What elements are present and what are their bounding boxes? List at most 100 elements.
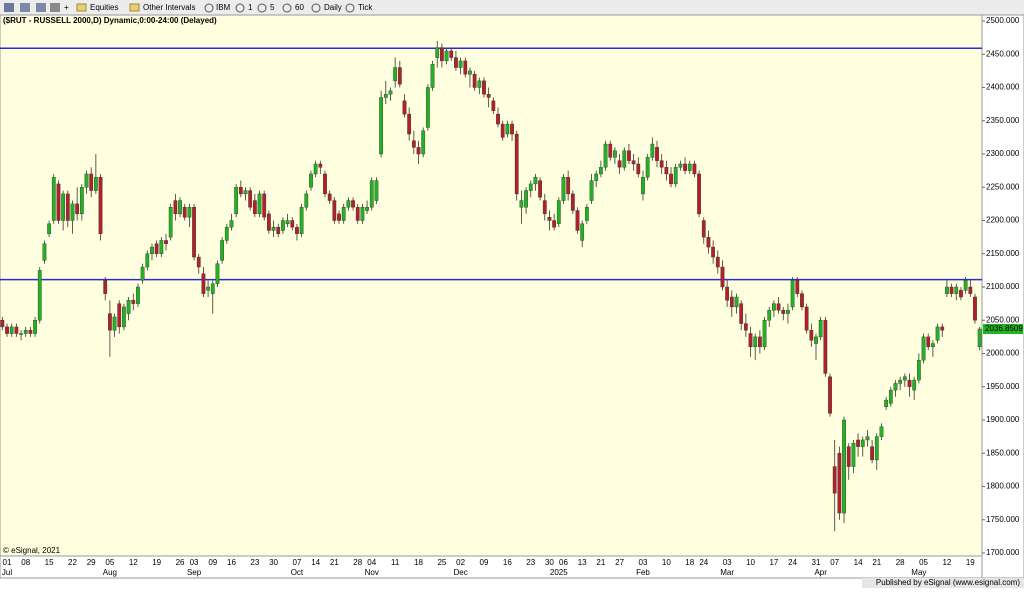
x-tick-label: 27 <box>615 558 624 567</box>
candle-body <box>496 113 500 125</box>
x-tick-label: 10 <box>746 558 755 567</box>
clock-icon[interactable] <box>345 3 355 13</box>
candle-body <box>182 206 187 218</box>
toolbar-item[interactable]: Other Intervals <box>143 3 195 12</box>
candle-body <box>117 303 122 328</box>
candle-body <box>416 147 421 155</box>
candle-body <box>837 453 842 514</box>
candle-body <box>454 57 458 68</box>
toolbar-item[interactable]: Equities <box>90 3 118 12</box>
candle-body <box>641 177 645 195</box>
candle-body <box>711 246 716 258</box>
candle-body <box>168 206 173 238</box>
candle-body <box>800 293 804 308</box>
x-tick-label: 19 <box>966 558 975 567</box>
candle-body <box>584 206 589 221</box>
toolbar-items: + Equities Other Intervals IBM 1 5 60 Da… <box>4 3 373 13</box>
candle-body <box>589 180 594 201</box>
candle-body <box>98 177 103 234</box>
last-price-box <box>983 323 1023 334</box>
candle-body <box>215 263 220 284</box>
candle-body <box>510 123 514 135</box>
candle-body <box>627 150 631 161</box>
candle-body <box>42 243 47 261</box>
candle-body <box>295 226 299 234</box>
candle-body <box>393 67 398 82</box>
candle-body <box>248 190 253 208</box>
x-tick-label: 03 <box>190 558 199 567</box>
candle-body <box>5 326 9 334</box>
x-month-label: Aug <box>103 568 117 577</box>
candle-body <box>673 167 678 185</box>
candle-body <box>594 173 599 181</box>
x-tick-label: 21 <box>330 558 339 567</box>
candle-body <box>9 326 14 334</box>
x-tick-label: 18 <box>685 558 694 567</box>
candle-body <box>37 270 42 321</box>
candle-body <box>332 200 337 221</box>
candle-body <box>271 226 276 231</box>
candle-body <box>23 330 28 334</box>
candle-body <box>931 343 935 348</box>
candle-body <box>131 300 136 304</box>
folder-icon[interactable] <box>129 3 140 12</box>
toolbar-item[interactable]: Tick <box>358 3 373 12</box>
candle-body <box>229 220 234 228</box>
candle-body <box>603 143 608 168</box>
candle-body <box>613 150 617 158</box>
candle-body <box>926 336 931 348</box>
candle-body <box>865 436 870 441</box>
add-icon[interactable]: + <box>64 3 69 12</box>
y-tick-label: 1900.000 <box>986 415 1020 424</box>
candle-body <box>33 320 37 334</box>
copyright: © eSignal, 2021 <box>3 546 61 555</box>
toolbar <box>0 0 1024 15</box>
toolbar-item[interactable]: 60 <box>295 3 304 12</box>
candle-body <box>575 210 580 231</box>
x-tick-label: 12 <box>942 558 951 567</box>
candle-body <box>252 200 257 215</box>
x-tick-label: 28 <box>353 558 362 567</box>
icon[interactable] <box>4 3 14 12</box>
candle-body <box>617 160 622 168</box>
icon[interactable] <box>20 3 30 12</box>
y-tick-label: 2050.000 <box>986 315 1020 324</box>
clock-icon[interactable] <box>311 3 321 13</box>
x-tick-label: 04 <box>367 558 376 567</box>
x-tick-label: 02 <box>456 558 465 567</box>
toolbar-item[interactable]: IBM <box>216 3 231 12</box>
clock-icon[interactable] <box>235 3 245 13</box>
toolbar-item[interactable]: Daily <box>324 3 342 12</box>
candle-body <box>458 60 463 68</box>
candle-body <box>949 286 954 294</box>
candle-body <box>561 177 566 201</box>
candle-body <box>425 87 430 128</box>
icon[interactable] <box>36 3 46 12</box>
toolbar-item[interactable]: 1 <box>248 3 253 12</box>
candle-body <box>75 203 80 215</box>
candle-body <box>238 187 243 195</box>
toolbar-item[interactable]: 5 <box>270 3 275 12</box>
candle-body <box>304 193 309 208</box>
candle-body <box>767 310 772 321</box>
x-tick-label: 24 <box>788 558 797 567</box>
candle-body <box>757 336 762 348</box>
clock-icon[interactable] <box>257 3 267 13</box>
y-tick-label: 1950.000 <box>986 382 1020 391</box>
candle-body <box>196 256 201 268</box>
candle-body <box>631 160 636 165</box>
candle-body <box>683 163 687 171</box>
icon[interactable] <box>50 3 60 12</box>
clock-icon[interactable] <box>282 3 292 13</box>
candle-body <box>804 306 809 331</box>
candle-body <box>0 320 5 328</box>
candle-body <box>136 286 140 304</box>
clock-icon[interactable] <box>204 3 214 13</box>
candle-body <box>313 163 318 175</box>
candle-body <box>542 200 547 215</box>
candle-body <box>108 313 112 331</box>
candle-body <box>491 100 496 111</box>
folder-icon[interactable] <box>76 3 87 12</box>
y-tick-label: 2300.000 <box>986 149 1020 158</box>
candle-body <box>514 133 519 195</box>
